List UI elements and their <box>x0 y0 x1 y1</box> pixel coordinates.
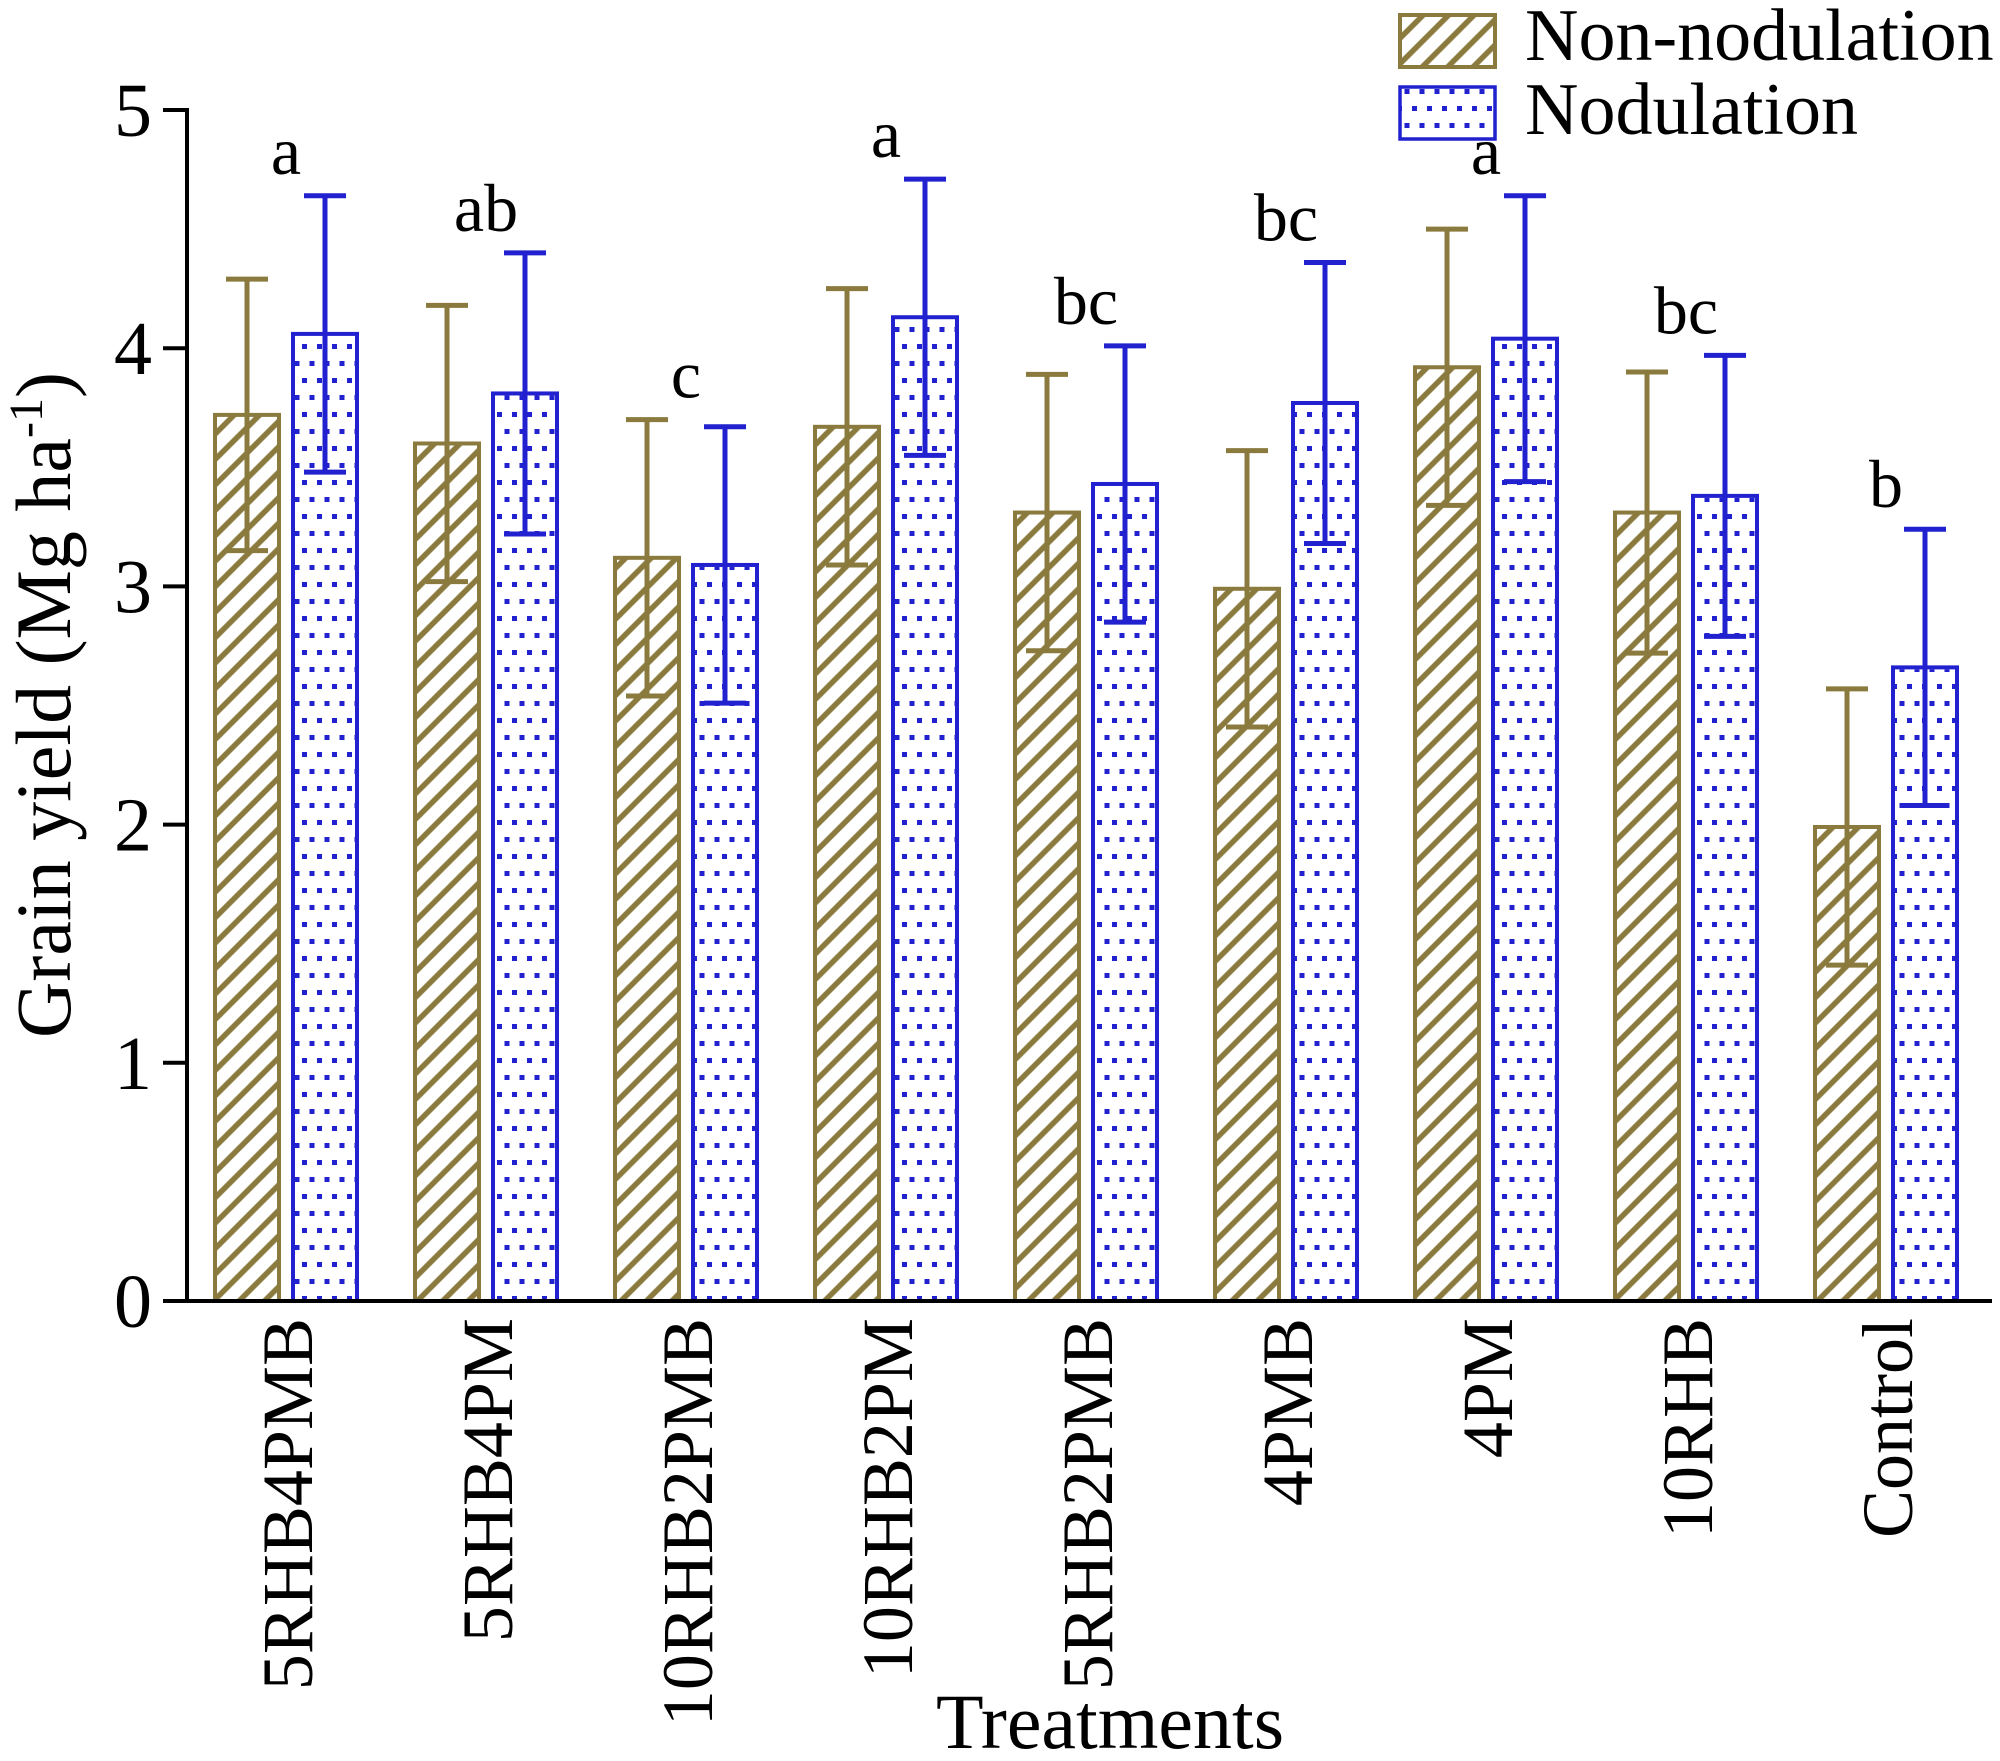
y-tick-label: 3 <box>114 545 152 629</box>
legend-swatch-nodulation <box>1398 85 1497 141</box>
y-tick-label: 5 <box>114 69 152 153</box>
x-tick-label-Control: Control <box>1848 1318 1928 1538</box>
y-tick-label: 0 <box>114 1260 152 1344</box>
x-axis-title: Treatments <box>936 1678 1284 1761</box>
sig-letter-5RHB4PMB: a <box>271 113 301 189</box>
legend: Non-nodulation Nodulation <box>1398 0 1994 151</box>
legend-swatch-non-nodulation <box>1398 13 1497 69</box>
sig-letter-4PMB: bc <box>1254 179 1318 255</box>
x-tick-label-5RHB2PMB: 5RHB2PMB <box>1048 1318 1128 1690</box>
plot-area: 0 1 2 3 4 5 a 5RHB4PMB ab 5RHB4PM c 10RHB2PMB a 10RHB… <box>114 69 1959 1726</box>
bar-nodulation-fill-4PMB <box>1295 404 1355 1300</box>
y-tick-label: 1 <box>114 1022 152 1106</box>
x-tick-label-5RHB4PMB: 5RHB4PMB <box>248 1318 328 1690</box>
x-tick-label-10RHB: 10RHB <box>1648 1318 1728 1538</box>
sig-letter-5RHB2PMB: bc <box>1054 263 1118 339</box>
legend-label-nodulation: Nodulation <box>1525 69 1858 151</box>
bar-nodulation-fill-5RHB4PM <box>495 395 555 1299</box>
sig-letter-Control: b <box>1869 446 1903 522</box>
x-tick-label-5RHB4PM: 5RHB4PM <box>448 1318 528 1642</box>
y-tick-label: 2 <box>114 784 152 868</box>
bar-nodulation-fill-10RHB2PM <box>895 319 955 1299</box>
legend-label-non-nodulation: Non-nodulation <box>1525 0 1994 77</box>
bar-nodulation-fill-5RHB4PMB <box>295 335 355 1300</box>
sig-letter-10RHB2PMB: c <box>671 337 701 413</box>
axes <box>185 108 1992 1303</box>
x-tick-label-10RHB2PMB: 10RHB2PMB <box>648 1318 728 1726</box>
y-tick-label: 4 <box>114 307 152 391</box>
bar-non-nodulation-4PM <box>1413 365 1481 1304</box>
y-axis-title: Grain yield (Mg ha-1) <box>0 372 87 1038</box>
sig-letter-10RHB2PM: a <box>871 96 901 172</box>
x-tick-label-4PMB: 4PMB <box>1248 1318 1328 1506</box>
bar-nodulation-fill-4PM <box>1495 340 1555 1299</box>
sig-letter-10RHB: bc <box>1654 272 1718 348</box>
sig-letter-5RHB4PM: ab <box>454 170 518 246</box>
x-tick-label-4PM: 4PM <box>1448 1318 1528 1458</box>
x-tick-label-10RHB2PM: 10RHB2PM <box>848 1318 928 1678</box>
